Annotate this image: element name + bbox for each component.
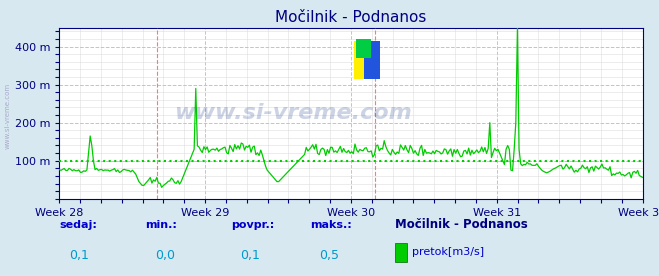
Text: 0,5: 0,5 — [320, 250, 339, 262]
Title: Močilnik - Podnanos: Močilnik - Podnanos — [275, 10, 426, 25]
Text: 0,1: 0,1 — [241, 250, 260, 262]
Text: 0,0: 0,0 — [155, 250, 175, 262]
Text: pretok[m3/s]: pretok[m3/s] — [412, 247, 484, 257]
Text: maks.:: maks.: — [310, 220, 351, 230]
Text: min.:: min.: — [145, 220, 177, 230]
Text: Močilnik - Podnanos: Močilnik - Podnanos — [395, 218, 528, 231]
FancyBboxPatch shape — [364, 41, 380, 79]
Text: sedaj:: sedaj: — [59, 220, 97, 230]
FancyBboxPatch shape — [357, 39, 371, 58]
Text: www.si-vreme.com: www.si-vreme.com — [5, 83, 11, 149]
Text: www.si-vreme.com: www.si-vreme.com — [174, 103, 411, 123]
FancyBboxPatch shape — [354, 41, 370, 79]
Text: povpr.:: povpr.: — [231, 220, 274, 230]
Text: 0,1: 0,1 — [69, 250, 89, 262]
